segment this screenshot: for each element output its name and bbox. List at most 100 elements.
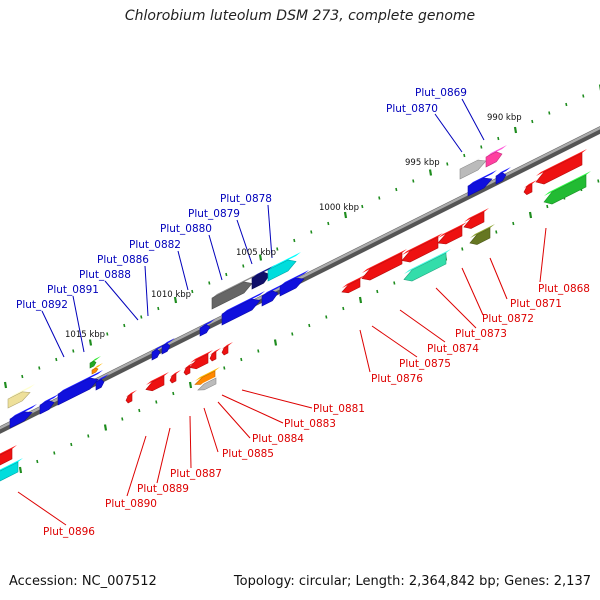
upper-track-tick <box>293 238 296 243</box>
gene-plut-0876[interactable] <box>341 275 365 294</box>
gene-plut-0879[interactable] <box>279 270 309 297</box>
leader-plut-0880 <box>208 234 223 281</box>
gene-plut-0871[interactable] <box>523 180 537 195</box>
gene-label-plut-0887[interactable]: Plut_0887 <box>170 468 222 480</box>
gene-plut-0870-upper[interactable] <box>459 152 491 180</box>
gene-plut-0889[interactable] <box>145 372 169 392</box>
gene-plut-0885[interactable] <box>189 350 213 370</box>
leader-plut-0876 <box>359 329 371 373</box>
lower-track-tick <box>376 289 379 294</box>
lower-track-tick <box>155 400 158 404</box>
lower-track-tick <box>461 247 464 251</box>
scale-label-1000: 1000 kbp <box>319 203 359 213</box>
gene-label-plut-0875[interactable]: Plut_0875 <box>399 358 451 370</box>
gene-plut-0882[interactable] <box>199 319 215 337</box>
upper-track-tick <box>361 204 364 209</box>
gene-plut-0874-lower[interactable] <box>403 249 451 282</box>
gene-label-plut-0892[interactable]: Plut_0892 <box>16 299 68 311</box>
gene-plut-0891-c[interactable] <box>91 363 103 375</box>
leader-plut-0882 <box>177 250 189 291</box>
gene-label-plut-0890[interactable]: Plut_0890 <box>105 498 157 510</box>
gene-plut-0886[interactable] <box>161 338 175 355</box>
gene-label-plut-0879[interactable]: Plut_0879 <box>188 208 240 220</box>
gene-label-plut-0873[interactable]: Plut_0873 <box>455 328 507 340</box>
leader-plut-0874 <box>399 309 446 343</box>
gene-plut-0868[interactable] <box>535 149 587 185</box>
gene-plut-0891-b[interactable] <box>89 356 101 369</box>
gene-label-plut-0896[interactable]: Plut_0896 <box>43 526 95 538</box>
gene-label-plut-0886[interactable]: Plut_0886 <box>97 254 149 266</box>
gene-plut-0879-a[interactable] <box>261 284 283 307</box>
lower-track-tick <box>103 424 108 431</box>
gene-plut-0868-b[interactable] <box>543 171 591 205</box>
gene-plut-0880-upper[interactable] <box>211 274 257 310</box>
gene-label-plut-0889[interactable]: Plut_0889 <box>137 483 189 495</box>
leader-plut-0879 <box>236 219 253 265</box>
lower-track-tick <box>342 306 345 311</box>
upper-track-tick <box>548 111 551 115</box>
gene-plut-0891[interactable] <box>57 370 103 406</box>
gene-label-plut-0881[interactable]: Plut_0881 <box>313 403 365 415</box>
gene-plut-0892-upper[interactable] <box>7 384 35 409</box>
gene-plut-0887[interactable] <box>169 370 181 384</box>
upper-track-tick <box>463 153 466 158</box>
gene-label-plut-0874[interactable]: Plut_0874 <box>427 343 479 355</box>
gene-label-plut-0878[interactable]: Plut_0878 <box>220 193 272 205</box>
leader-plut-0873 <box>435 287 477 329</box>
gene-plut-0884-a[interactable] <box>209 348 221 362</box>
scale-label-1010: 1010 kbp <box>151 290 191 300</box>
gene-plut-0892[interactable] <box>9 404 37 429</box>
gene-label-plut-0872[interactable]: Plut_0872 <box>482 313 534 325</box>
gene-plut-0873-a[interactable] <box>437 222 467 245</box>
gene-plut-0890[interactable] <box>125 390 137 404</box>
upper-track-tick <box>140 315 143 319</box>
gene-plut-0891-a[interactable] <box>39 394 59 415</box>
gene-plut-0870-b[interactable] <box>495 167 511 185</box>
gene-label-plut-0884[interactable]: Plut_0884 <box>252 433 304 445</box>
upper-track-tick <box>123 323 126 328</box>
gene-label-plut-0882[interactable]: Plut_0882 <box>129 239 181 251</box>
gene-plut-0890-fwd[interactable] <box>95 374 109 391</box>
upper-track-tick <box>327 221 330 226</box>
lower-track-tick <box>358 296 363 304</box>
gene-plut-0878-b[interactable] <box>267 252 301 282</box>
gene-plut-0883[interactable] <box>221 342 233 356</box>
gene-label-plut-0883[interactable]: Plut_0883 <box>284 418 336 430</box>
gene-plut-0896-b[interactable] <box>0 458 23 482</box>
upper-track-tick <box>497 136 500 141</box>
gene-label-plut-0888[interactable]: Plut_0888 <box>79 269 131 281</box>
gene-plut-0881[interactable] <box>197 374 221 391</box>
lower-track-tick <box>257 349 260 353</box>
gene-plut-0885-a[interactable] <box>183 362 195 376</box>
genome-stats-text: Topology: circular; Length: 2,364,842 bp… <box>233 574 591 589</box>
gene-label-plut-0891[interactable]: Plut_0891 <box>47 284 99 296</box>
upper-track-tick <box>72 349 75 353</box>
gene-plut-0880[interactable] <box>221 291 265 326</box>
gene-label-plut-0885[interactable]: Plut_0885 <box>222 448 274 460</box>
gene-plut-0884[interactable] <box>194 367 220 385</box>
lower-track-tick <box>528 211 533 219</box>
upper-track-tick <box>480 145 483 149</box>
gene-plut-0878[interactable] <box>251 265 275 290</box>
scale-label-1005: 1005 kbp <box>236 248 276 258</box>
gene-plut-0873[interactable] <box>463 208 489 229</box>
scale-label-990: 990 kbp <box>487 113 522 123</box>
gene-plut-0872[interactable] <box>469 224 495 245</box>
gene-label-plut-0869[interactable]: Plut_0869 <box>415 87 467 99</box>
gene-plut-0875[interactable] <box>361 249 407 281</box>
leader-plut-0888 <box>104 280 139 321</box>
gene-label-plut-0870[interactable]: Plut_0870 <box>386 103 438 115</box>
gene-plut-0869[interactable] <box>485 145 507 168</box>
upper-track-tick <box>565 102 568 107</box>
leader-plut-0890 <box>126 435 147 497</box>
upper-track-tick <box>106 332 109 336</box>
gene-label-plut-0871[interactable]: Plut_0871 <box>510 298 562 310</box>
gene-plut-0870[interactable] <box>467 170 497 197</box>
upper-track-tick <box>582 94 585 98</box>
gene-label-plut-0868[interactable]: Plut_0868 <box>538 283 590 295</box>
gene-label-plut-0876[interactable]: Plut_0876 <box>371 373 423 385</box>
gene-plut-0896[interactable] <box>0 445 17 466</box>
gene-label-plut-0880[interactable]: Plut_0880 <box>160 223 212 235</box>
gene-plut-0874[interactable] <box>401 233 443 263</box>
upper-track-tick <box>258 254 263 261</box>
